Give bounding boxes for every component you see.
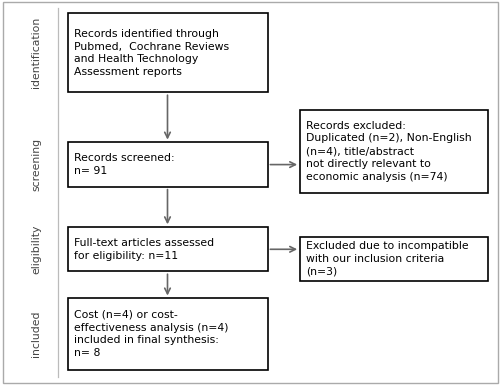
Text: Cost (n=4) or cost-
effectiveness analysis (n=4)
included in final synthesis:
n=: Cost (n=4) or cost- effectiveness analys… bbox=[74, 310, 229, 358]
Text: eligibility: eligibility bbox=[31, 224, 41, 274]
Text: identification: identification bbox=[31, 16, 41, 88]
FancyBboxPatch shape bbox=[68, 13, 268, 92]
FancyBboxPatch shape bbox=[68, 142, 268, 187]
FancyBboxPatch shape bbox=[68, 298, 268, 370]
Text: Full-text articles assessed
for eligibility: n=11: Full-text articles assessed for eligibil… bbox=[74, 238, 214, 261]
Text: included: included bbox=[31, 311, 41, 357]
Text: Excluded due to incompatible
with our inclusion criteria
(n=3): Excluded due to incompatible with our in… bbox=[306, 241, 469, 277]
FancyBboxPatch shape bbox=[300, 237, 488, 281]
Text: Records identified through
Pubmed,  Cochrane Reviews
and Health Technology
Asses: Records identified through Pubmed, Cochr… bbox=[74, 29, 229, 77]
FancyBboxPatch shape bbox=[300, 110, 488, 192]
FancyBboxPatch shape bbox=[68, 227, 268, 271]
Text: screening: screening bbox=[31, 138, 41, 191]
Text: Records excluded:
Duplicated (n=2), Non-English
(n=4), title/abstract
not direct: Records excluded: Duplicated (n=2), Non-… bbox=[306, 121, 472, 182]
Text: Records screened:
n= 91: Records screened: n= 91 bbox=[74, 153, 174, 176]
